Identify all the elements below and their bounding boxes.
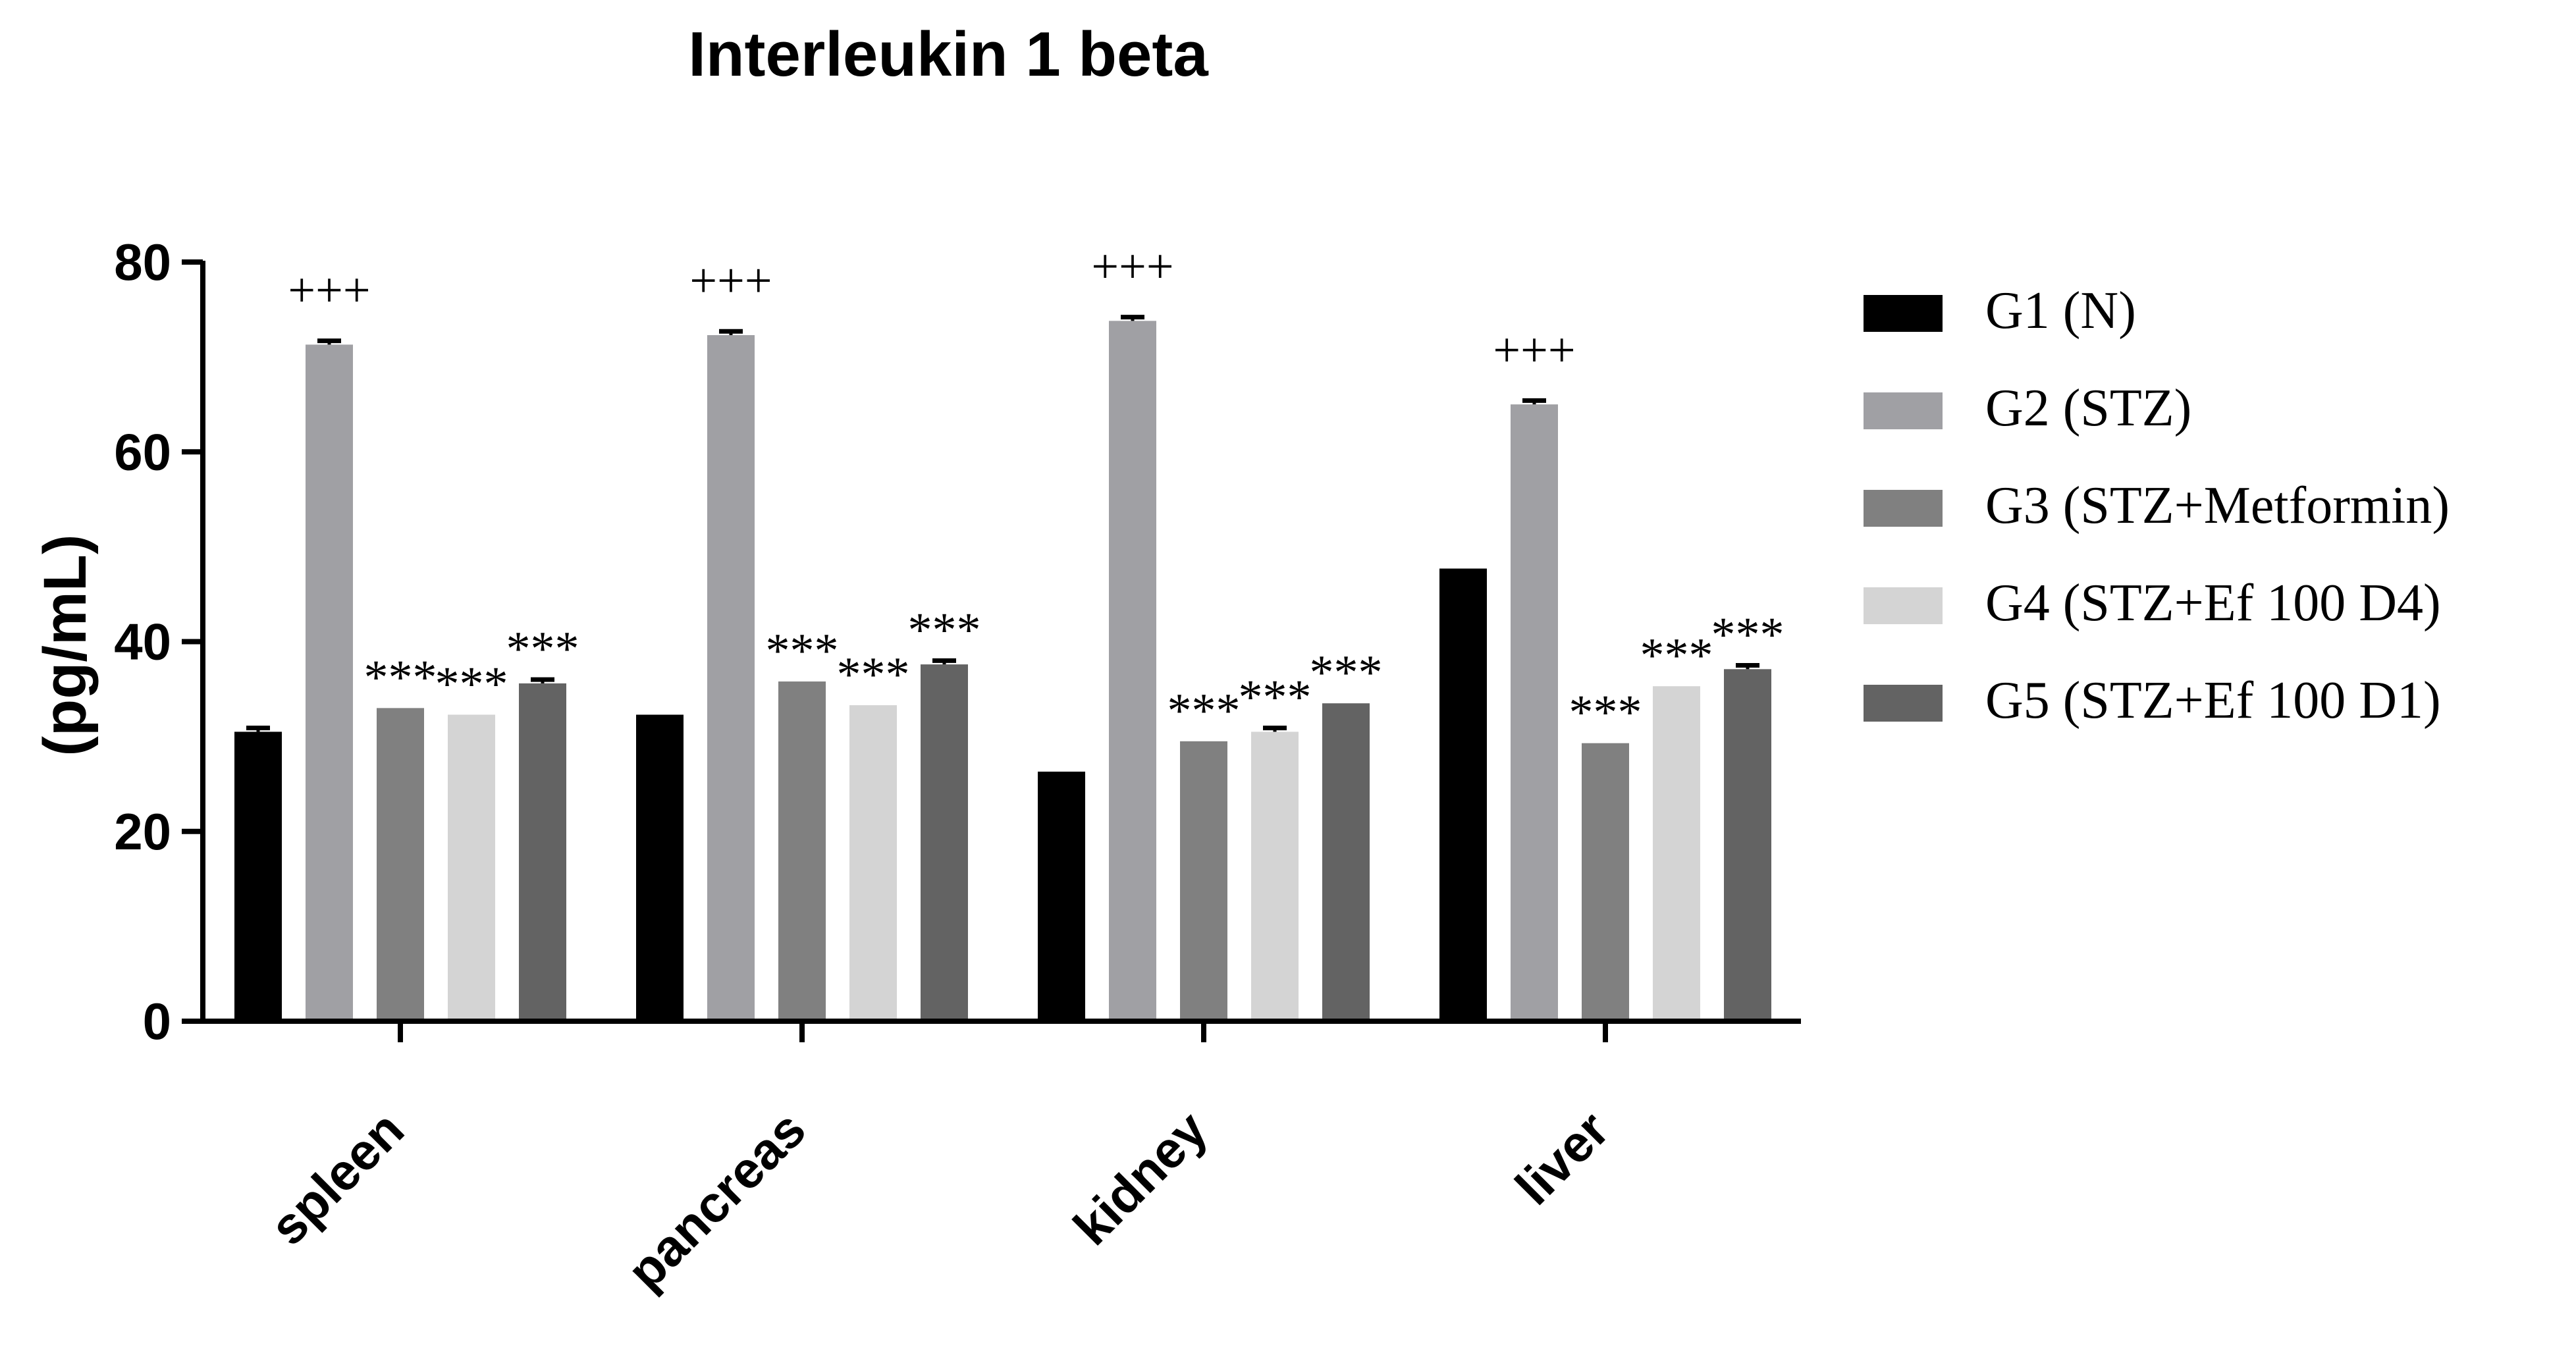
y-tick-label: 60 [114,423,171,481]
x-category-label-spleen: spleen [259,1100,415,1256]
bar-liver-g1 [1439,568,1487,1021]
bar-kidney-g5 [1322,703,1370,1021]
legend-swatch-g1 [1864,295,1943,332]
legend-label-g4: G4 (STZ+Ef 100 D4) [1985,574,2441,632]
annotation-liver-g2: +++ [1493,323,1575,377]
bar-pancreas-g4 [849,705,897,1021]
bar-kidney-g1 [1038,771,1085,1021]
annotation-liver-g3: *** [1569,686,1642,740]
bar-pancreas-g2 [707,334,755,1021]
bar-liver-g2 [1511,404,1558,1021]
bar-spleen-g1 [234,732,282,1021]
x-category-label-pancreas: pancreas [616,1100,817,1300]
annotation-kidney-g2: +++ [1091,240,1173,294]
legend-label-g2: G2 (STZ) [1985,379,2191,437]
y-tick-label: 20 [114,803,171,861]
bar-spleen-g4 [448,714,495,1021]
bar-kidney-g4 [1251,732,1299,1021]
annotation-liver-g4: *** [1640,629,1713,683]
legend-swatch-g4 [1864,587,1943,624]
annotation-liver-g5: *** [1711,608,1784,662]
annotation-spleen-g3: *** [364,651,437,705]
bar-liver-g4 [1653,686,1700,1021]
annotation-spleen-g2: +++ [288,264,370,318]
legend-swatch-g2 [1864,392,1943,429]
bar-kidney-g2 [1109,321,1156,1021]
annotation-spleen-g4: *** [435,657,508,711]
legend-label-g1: G1 (N) [1985,282,2136,340]
bar-pancreas-g1 [636,714,684,1021]
annotation-pancreas-g4: *** [837,648,910,702]
bar-pancreas-g3 [778,681,826,1021]
x-category-label-kidney: kidney [1062,1100,1218,1256]
annotation-kidney-g4: *** [1239,671,1312,725]
bar-liver-g5 [1724,669,1771,1021]
legend-swatch-g3 [1864,490,1943,527]
legend-label-g3: G3 (STZ+Metformin) [1985,477,2450,535]
bar-liver-g3 [1582,743,1629,1021]
annotation-kidney-g5: *** [1310,646,1383,700]
annotation-pancreas-g2: +++ [689,254,772,308]
annotation-pancreas-g3: *** [766,624,839,678]
bar-spleen-g2 [306,344,353,1022]
bar-pancreas-g5 [921,664,968,1021]
annotation-spleen-g5: *** [506,622,579,676]
y-axis-label: (pg/mL) [32,534,99,756]
legend-label-g5: G5 (STZ+Ef 100 D1) [1985,672,2441,730]
bar-kidney-g3 [1180,741,1227,1021]
y-tick-label: 80 [114,233,171,291]
bar-spleen-g5 [519,683,566,1021]
y-tick-label: 40 [114,613,171,671]
annotation-pancreas-g5: *** [908,603,981,657]
chart-title: Interleukin 1 beta [688,19,1208,90]
annotation-kidney-g3: *** [1167,684,1241,738]
legend-swatch-g5 [1864,685,1943,722]
bar-spleen-g3 [377,708,424,1021]
legend: G1 (N) G2 (STZ) G3 (STZ+Metformin) G4 (STZ+… [1864,282,2450,730]
x-category-label-liver: liver [1504,1100,1620,1216]
y-tick-label: 0 [143,992,171,1050]
